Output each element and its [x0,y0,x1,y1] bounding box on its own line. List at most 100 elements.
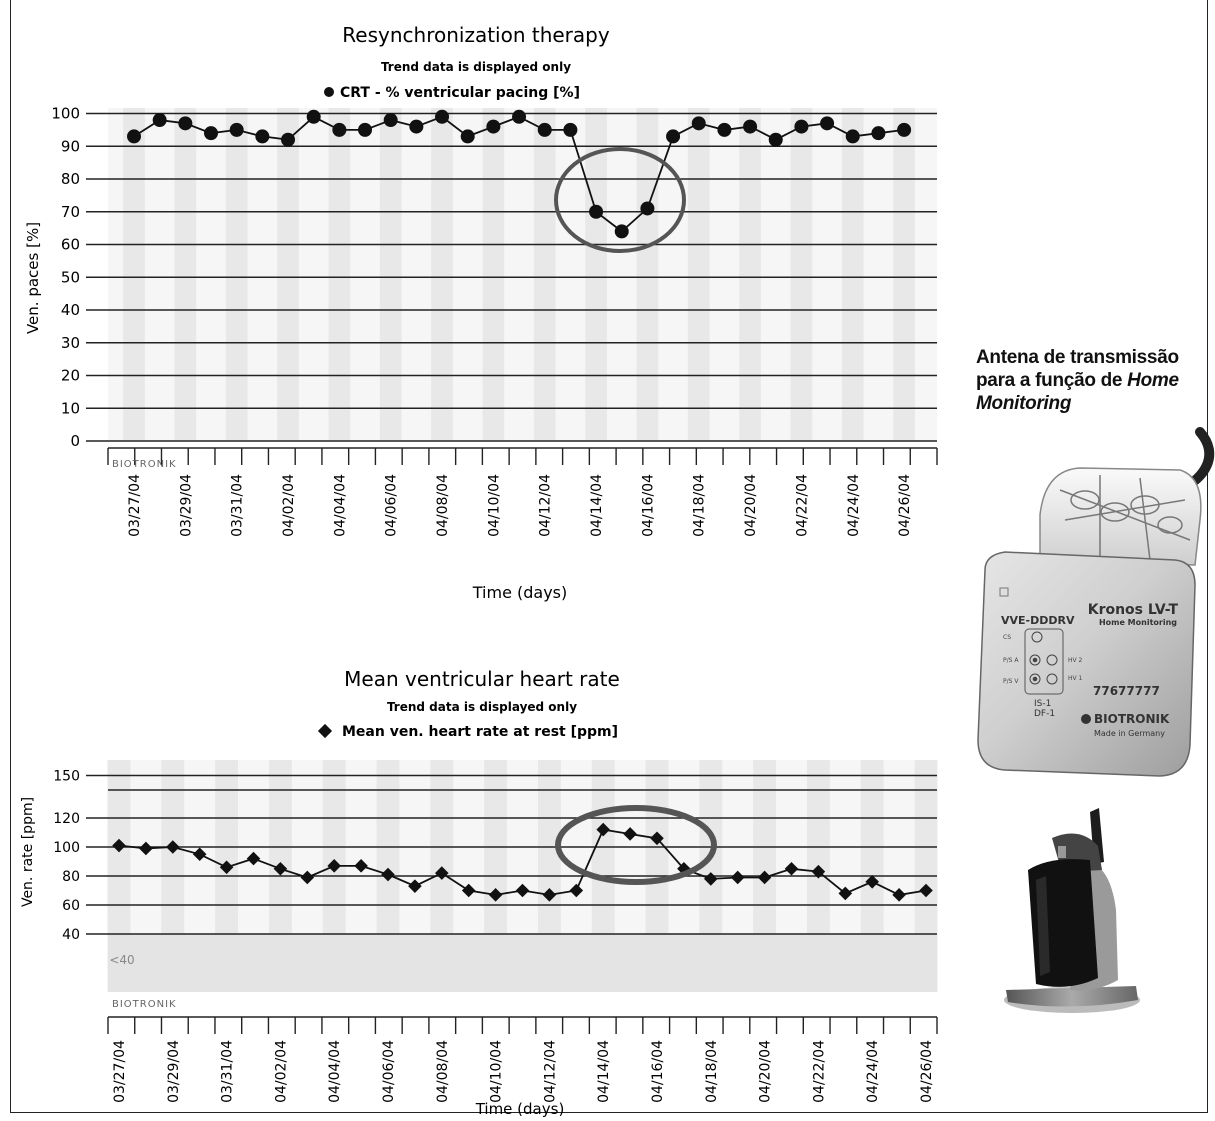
chart2-subtitle: Trend data is displayed only [387,700,577,714]
chart2-x-tick-label: 04/14/04 [596,1040,612,1103]
chart2-x-tick-label: 04/22/04 [811,1040,827,1103]
chart-resynchronization-therapy: Resynchronization therapy Trend data is … [24,23,938,602]
chart2-data-point [757,870,772,885]
chart1-x-tick-label: 03/29/04 [178,474,194,537]
chart1-y-tick-label: 30 [61,334,80,352]
chart1-band [841,108,864,441]
chart2-x-tick-label: 03/29/04 [166,1040,182,1103]
chart2-x-tick-label: 04/08/04 [435,1040,451,1103]
chart1-x-tick-label: 04/24/04 [846,474,862,537]
device-header-hv1: HV 1 [1068,675,1083,682]
device-header-psa: P/S A [1003,657,1019,664]
chart1-data-point [255,129,270,144]
device-serial-label: 77677777 [1093,684,1160,698]
pacemaker-device-image: Kronos LV-T VVE-DDDRV Home Monitoring CS… [977,467,1202,777]
chart1-band [687,108,710,441]
chart2-brand-label: BIOTRONIK [112,999,177,1010]
chart2-y-axis-label: Ven. rate [ppm] [20,797,36,907]
device-connector-is1: IS-1 [1034,699,1051,709]
chart1-data-point [666,129,681,144]
chart2-data-point [919,883,933,898]
chart2-data-point [112,838,126,853]
chart1-y-tick-label: 40 [61,301,80,319]
chart2-y-tick-label: 100 [53,840,80,856]
chart1-x-tick-label: 04/18/04 [692,474,708,537]
chart1-y-tick-label: 90 [61,137,80,155]
chart1-x-tick-label: 03/27/04 [127,474,143,537]
device-brand-label: BIOTRONIK [1094,712,1170,726]
chart1-y-tick-label: 70 [61,203,80,221]
chart1-data-point [306,109,321,124]
chart2-x-tick-label: 03/31/04 [220,1040,236,1103]
chart1-y-tick-label: 100 [51,105,80,123]
antenna-annotation-line2-prefix: para a função de [976,370,1128,391]
antenna-annotation-line1: Antena de transmissão [976,347,1179,368]
chart1-x-tick-label: 04/10/04 [486,474,502,537]
chart1-highlight-ellipse [554,147,686,253]
chart2-x-tick-label: 04/06/04 [381,1040,397,1103]
chart2-data-point [569,883,584,898]
chart2-highlight-ellipse [555,805,717,885]
chart2-y-tick-label: 120 [53,811,80,827]
chart2-data-point [139,841,153,856]
chart2-legend-label: Mean ven. heart rate at rest [ppm] [342,724,618,740]
chart1-data-point [537,122,552,137]
chart2-data-point [730,870,745,885]
chart1-data-point [281,132,296,147]
chart1-x-tick-label: 04/08/04 [435,474,451,537]
chart2-data-point [300,870,315,885]
chart-mean-ventricular-heart-rate: Mean ventricular heart rate Trend data i… [20,667,938,1118]
chart1-band [431,108,453,441]
chart1-brand-label: BIOTRONIK [112,459,177,470]
chart2-data-point [435,866,449,880]
chart1-x-tick-label: 04/12/04 [538,474,554,537]
chart2-data-point [542,888,557,902]
chart1-data-point [845,129,860,144]
chart2-x-tick-label: 04/26/04 [919,1040,935,1103]
chart1-data-point [460,129,475,144]
chart2-x-tick-label: 04/12/04 [542,1040,558,1103]
chart2-data-point [892,888,906,902]
chart1-data-point [152,113,167,128]
chart1-band [379,108,402,441]
chart2-data-point [784,861,799,876]
chart1-data-point [614,224,629,239]
chart1-data-point [229,122,244,137]
device-header-psv: P/S V [1003,678,1019,685]
chart1-data-point [717,122,732,137]
chart1-legend-label: CRT - % ventricular pacing [%] [340,85,580,101]
chart1-x-tick-label: 04/06/04 [384,474,400,537]
chart1-data-point [897,122,912,137]
chart1-band [277,108,299,441]
chart1-x-tick-label: 04/04/04 [332,474,348,537]
chart2-y-tick-label: 80 [62,869,80,885]
device-connector-df1: DF-1 [1034,709,1055,719]
chart2-data-point [838,886,853,901]
chart2-y-tick-label: 150 [53,769,80,785]
chart1-y-axis-label: Ven. paces [%] [24,222,42,334]
chart1-x-tick-label: 04/26/04 [897,474,913,537]
chart1-y-tick-label: 0 [70,432,80,450]
chart2-data-point [596,822,610,837]
chart1-band [328,108,351,441]
chart2-x-tick-label: 04/20/04 [758,1040,774,1103]
chart1-x-tick-label: 04/14/04 [589,474,605,537]
chart2-title: Mean ventricular heart rate [344,667,620,691]
chart2-x-tick-label: 03/27/04 [112,1040,128,1103]
chart2-data-point [381,867,395,882]
chart1-subtitle: Trend data is displayed only [381,60,571,74]
chart2-data-point [865,875,879,889]
home-monitoring-transmitter-image [1004,808,1140,1013]
chart1-y-tick-label: 10 [61,399,80,417]
device-model-label: Kronos LV-T [1088,602,1179,618]
device-origin-label: Made in Germany [1094,729,1165,738]
chart2-data-point [327,859,341,873]
chart1-data-point [358,122,373,137]
chart1-data-point [871,126,886,141]
chart1-band [739,108,761,441]
chart2-y-tick-label: 40 [62,927,80,943]
antenna-annotation-line2: para a função de Home [976,369,1206,392]
chart1-x-tick-label: 03/31/04 [230,474,246,537]
figure-frame [10,0,1208,1113]
chart1-y-tick-label: 80 [61,170,80,188]
